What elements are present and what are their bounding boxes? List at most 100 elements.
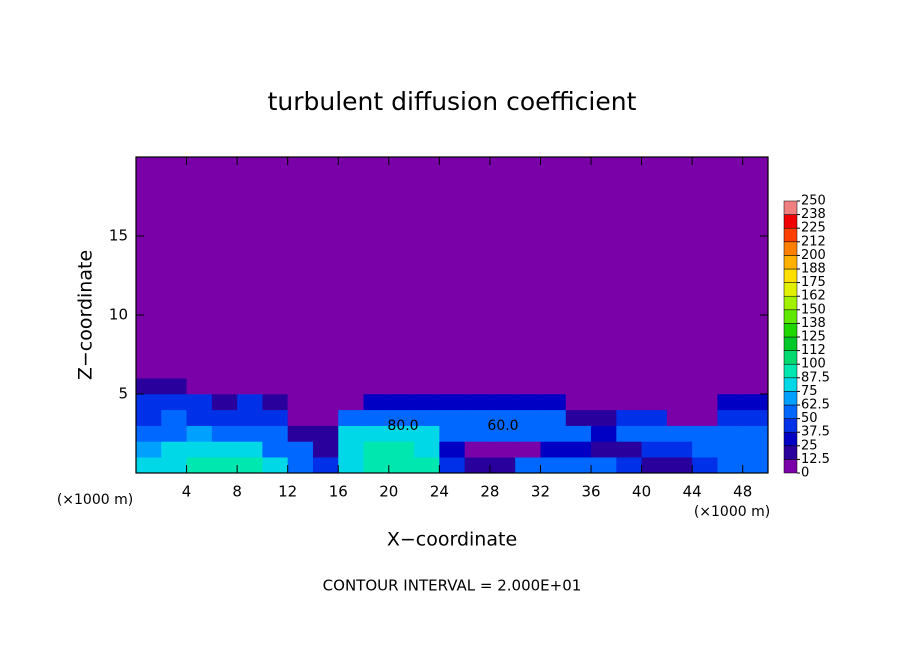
heat-cell bbox=[540, 409, 567, 426]
heat-cell bbox=[211, 441, 238, 458]
heat-cell bbox=[565, 378, 592, 395]
heat-cell bbox=[414, 441, 440, 458]
colorbar-swatch bbox=[783, 445, 798, 460]
colorbar-swatch bbox=[783, 404, 798, 419]
heat-cell bbox=[136, 378, 162, 395]
heat-cell bbox=[414, 457, 440, 474]
colorbar-swatch bbox=[783, 431, 798, 447]
heat-cell bbox=[211, 378, 238, 395]
colorbar-swatch bbox=[783, 200, 798, 215]
contour-label: 60.0 bbox=[487, 418, 518, 434]
colorbar-swatch bbox=[783, 459, 798, 474]
heat-cell bbox=[666, 157, 693, 379]
heat-cell bbox=[338, 157, 365, 379]
heat-cell bbox=[262, 157, 289, 379]
heat-cell bbox=[161, 157, 188, 379]
y-tick-label: 5 bbox=[118, 385, 128, 403]
heat-cell bbox=[338, 425, 365, 442]
colorbar-swatch bbox=[783, 309, 798, 324]
heat-cell bbox=[414, 157, 440, 379]
heat-cell bbox=[616, 157, 643, 379]
heat-cell bbox=[161, 409, 188, 426]
x-tick-label: 16 bbox=[329, 483, 348, 501]
heat-cell bbox=[161, 457, 188, 474]
heat-cell bbox=[565, 425, 592, 442]
heat-cell bbox=[388, 409, 415, 426]
heat-cell bbox=[136, 409, 162, 426]
colorbar-tick-label: 87.5 bbox=[801, 370, 830, 385]
heat-cell bbox=[742, 409, 769, 426]
heat-cell bbox=[591, 378, 617, 395]
heat-cell bbox=[262, 441, 289, 458]
heat-cell bbox=[211, 425, 238, 442]
heat-cell bbox=[439, 441, 466, 458]
heat-cell bbox=[262, 457, 289, 474]
heat-cell bbox=[287, 441, 314, 458]
heat-cell bbox=[414, 425, 440, 442]
heat-cell bbox=[591, 425, 617, 442]
heat-cell bbox=[338, 409, 365, 426]
colorbar-tick-label: 25 bbox=[801, 438, 818, 453]
heat-cell bbox=[464, 157, 491, 379]
heat-cell bbox=[641, 394, 668, 411]
heat-cell bbox=[287, 457, 314, 474]
heat-cell bbox=[641, 157, 668, 379]
heat-cell bbox=[186, 157, 213, 379]
x-tick-label: 24 bbox=[430, 483, 449, 501]
heat-cell bbox=[186, 378, 213, 395]
colorbar-tick-label: 62.5 bbox=[801, 398, 830, 413]
heat-cell bbox=[742, 378, 769, 395]
heat-cell bbox=[692, 378, 718, 395]
heat-cell bbox=[363, 409, 390, 426]
heat-cell bbox=[540, 157, 567, 379]
heat-cell bbox=[742, 157, 769, 379]
heat-cell bbox=[211, 409, 238, 426]
heat-cell bbox=[489, 409, 516, 426]
heat-cell bbox=[287, 378, 314, 395]
heat-cell bbox=[692, 441, 718, 458]
heat-cell bbox=[312, 441, 339, 458]
heat-cell bbox=[515, 425, 541, 442]
heat-cell bbox=[489, 157, 516, 379]
heat-cell bbox=[591, 457, 617, 474]
heat-cell bbox=[237, 409, 263, 426]
heat-cell bbox=[641, 441, 668, 458]
heat-cell bbox=[363, 457, 390, 474]
heat-cell bbox=[312, 394, 339, 411]
heat-cell bbox=[641, 457, 668, 474]
heat-cell bbox=[742, 394, 769, 411]
heat-cell bbox=[591, 409, 617, 426]
colorbar-tick-label: 100 bbox=[801, 357, 826, 372]
heat-cell bbox=[464, 425, 491, 442]
x-unit-label: (×1000 m) bbox=[694, 504, 770, 520]
colorbar-tick-label: 225 bbox=[801, 221, 826, 236]
contour-label: 80.0 bbox=[387, 418, 418, 434]
heat-cell bbox=[565, 394, 592, 411]
colorbar-tick-label: 138 bbox=[801, 316, 826, 331]
heat-cell bbox=[186, 441, 213, 458]
heat-cell bbox=[312, 378, 339, 395]
colorbar-swatch bbox=[783, 227, 798, 243]
colorbar-swatch bbox=[783, 214, 798, 229]
y-axis-label: Z−coordinate bbox=[75, 250, 97, 380]
heat-cell bbox=[489, 441, 516, 458]
heat-cell bbox=[136, 457, 162, 474]
heat-cell bbox=[742, 457, 769, 474]
heat-cell bbox=[211, 457, 238, 474]
heat-cell bbox=[161, 425, 188, 442]
heat-cell bbox=[540, 441, 567, 458]
heat-cell bbox=[565, 157, 592, 379]
y-tick-label: 10 bbox=[109, 306, 128, 324]
x-unit-label: (×1000 m) bbox=[57, 492, 133, 508]
heat-cell bbox=[464, 441, 491, 458]
heat-cell bbox=[616, 425, 643, 442]
heat-cell bbox=[287, 394, 314, 411]
colorbar-tick-label: 162 bbox=[801, 289, 826, 304]
heat-cell bbox=[211, 157, 238, 379]
heat-cell bbox=[666, 425, 693, 442]
footer: CONTOUR INTERVAL = 2.000E+01 bbox=[323, 577, 582, 595]
heat-cell bbox=[464, 394, 491, 411]
heat-cell bbox=[540, 378, 567, 395]
